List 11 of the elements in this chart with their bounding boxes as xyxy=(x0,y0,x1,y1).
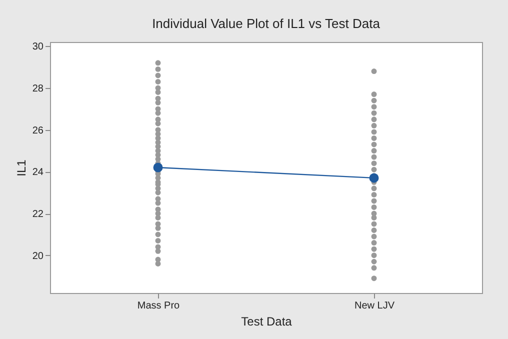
y-tick-label: 28 xyxy=(32,84,44,95)
x-tick-label: New LJV xyxy=(354,300,395,312)
chart-title: Individual Value Plot of IL1 vs Test Data xyxy=(152,16,381,32)
y-axis-title: IL1 xyxy=(14,159,28,176)
y-tick-label: 30 xyxy=(32,42,44,53)
x-tick-label: Mass Pro xyxy=(137,300,180,312)
x-axis-title: Test Data xyxy=(241,314,292,328)
y-tick-label: 22 xyxy=(32,209,44,220)
y-tick-label: 24 xyxy=(32,167,44,178)
y-tick-label: 26 xyxy=(32,125,44,136)
y-tick-label: 20 xyxy=(32,250,44,262)
